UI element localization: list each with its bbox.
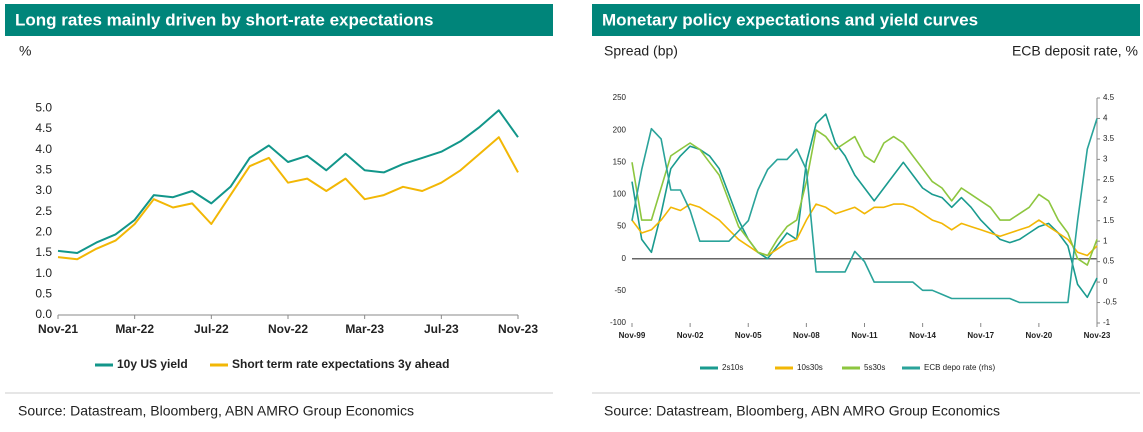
x-tick-label: Nov-99 (619, 331, 646, 340)
legend-label: ECB depo rate (rhs) (924, 363, 995, 372)
y-tick-label: 100 (613, 190, 627, 199)
chart-title: Long rates mainly driven by short-rate e… (15, 10, 434, 29)
x-tick-label: Nov-23 (1084, 331, 1111, 340)
y-axis-label: Spread (bp) (604, 43, 678, 59)
y-tick-label: 50 (617, 222, 626, 231)
x-tick-label: Nov-14 (909, 331, 936, 340)
chart-title: Monetary policy expectations and yield c… (602, 10, 978, 29)
header-bar (592, 4, 1140, 36)
series-line (631, 203, 1098, 257)
legend-label: 10y US yield (117, 357, 188, 371)
y-axis-label: % (19, 43, 31, 59)
y2-tick-label: 3.5 (1103, 134, 1115, 143)
y2-tick-label: -0.5 (1103, 298, 1117, 307)
y-tick-label: 250 (613, 93, 627, 102)
y-tick-label: -50 (614, 286, 626, 295)
y2-axis-label: ECB deposit rate, % (1012, 43, 1138, 59)
x-tick-label: Nov-08 (793, 331, 820, 340)
series-line (631, 129, 1098, 266)
y-tick-label: 0.0 (35, 307, 52, 321)
y-tick-label: 0 (622, 254, 627, 263)
source-note: Source: Datastream, Bloomberg, ABN AMRO … (18, 403, 414, 419)
y-tick-label: 200 (613, 125, 627, 134)
y2-tick-label: 4 (1103, 114, 1108, 123)
y-tick-label: 0.5 (35, 286, 52, 300)
x-tick-label: Nov-05 (735, 331, 762, 340)
x-tick-label: Nov-21 (38, 322, 78, 336)
x-tick-label: Jul-23 (424, 322, 459, 336)
legend-label: 2s10s (722, 363, 743, 372)
y2-tick-label: 1 (1103, 236, 1108, 245)
y2-tick-label: 1.5 (1103, 216, 1115, 225)
series-line (631, 118, 1098, 304)
legend-label: Short term rate expectations 3y ahead (232, 357, 449, 371)
y-tick-label: 1.0 (35, 266, 52, 280)
x-tick-label: Nov-02 (677, 331, 704, 340)
y2-tick-label: 2.5 (1103, 175, 1115, 184)
x-tick-label: Nov-20 (1026, 331, 1053, 340)
x-tick-label: Nov-23 (498, 322, 538, 336)
y-tick-label: 3.5 (35, 162, 52, 176)
y-tick-label: 4.0 (35, 142, 52, 156)
y-tick-label: 3.0 (35, 183, 52, 197)
y2-tick-label: 2 (1103, 195, 1108, 204)
header-bar (5, 4, 553, 36)
source-note: Source: Datastream, Bloomberg, ABN AMRO … (604, 403, 1000, 419)
x-tick-label: Jul-22 (194, 322, 229, 336)
y2-tick-label: 0 (1103, 277, 1108, 286)
y-tick-label: 150 (613, 157, 627, 166)
y-tick-label: -100 (610, 318, 627, 327)
y-tick-label: 4.5 (35, 121, 52, 135)
x-tick-label: Nov-22 (268, 322, 308, 336)
series-line (57, 109, 519, 254)
x-tick-label: Mar-23 (345, 322, 384, 336)
y-tick-label: 2.0 (35, 224, 52, 238)
y-tick-label: 5.0 (35, 100, 52, 114)
y2-tick-label: 4.5 (1103, 93, 1115, 102)
y2-tick-label: 3 (1103, 154, 1108, 163)
y2-tick-label: 0.5 (1103, 257, 1115, 266)
y-tick-label: 1.5 (35, 245, 52, 259)
x-tick-label: Nov-11 (851, 331, 878, 340)
y2-tick-label: -1 (1103, 318, 1111, 327)
legend-label: 5s30s (864, 363, 885, 372)
legend-label: 10s30s (797, 363, 823, 372)
x-tick-label: Mar-22 (115, 322, 154, 336)
y-tick-label: 2.5 (35, 204, 52, 218)
series-line (57, 136, 519, 261)
x-tick-label: Nov-17 (967, 331, 994, 340)
series-line (631, 113, 1098, 299)
